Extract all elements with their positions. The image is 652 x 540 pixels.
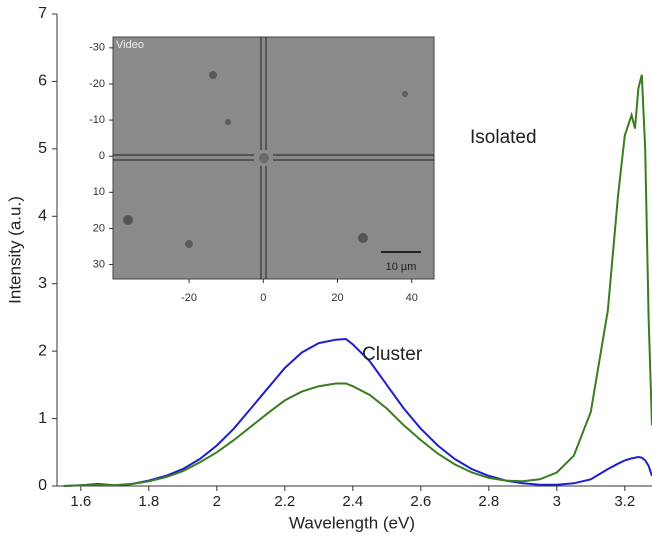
inset-y-tick-label: 20	[93, 222, 105, 234]
speck	[185, 240, 193, 248]
inset-y-tick-label: 0	[99, 150, 105, 162]
speck	[209, 71, 217, 79]
inset-y-tick-label: -30	[89, 42, 105, 54]
x-tick-label: 2.4	[342, 493, 363, 510]
inset-label: Video	[116, 39, 144, 51]
inset-image	[112, 36, 435, 280]
x-tick-label: 3	[553, 493, 561, 510]
inset-y-tick-label: 10	[93, 186, 105, 198]
x-tick-label: 2	[213, 493, 221, 510]
speck	[358, 233, 368, 243]
series-line	[63, 337, 652, 487]
y-tick-label: 2	[38, 342, 47, 359]
y-axis-title: Intensity (a.u.)	[5, 196, 24, 304]
crosshair	[113, 37, 434, 279]
speck	[123, 215, 133, 225]
speck	[402, 91, 408, 97]
x-tick-label: 2.6	[410, 493, 431, 510]
speck	[225, 119, 231, 125]
x-tick-label: 1.6	[70, 493, 91, 510]
inset-x-tick-label: 40	[406, 292, 418, 304]
speck	[259, 153, 269, 163]
inset-y-tick-label: -20	[89, 78, 105, 90]
x-tick-label: 3.2	[614, 493, 635, 510]
series-line	[63, 74, 652, 487]
x-axis-title: Wavelength (eV)	[289, 513, 415, 532]
y-tick-label: 0	[38, 477, 47, 494]
inset-y-tick-label: -10	[89, 114, 105, 126]
inset-y-tick-label: 30	[93, 258, 105, 270]
inset-x-tick-label: -20	[181, 292, 197, 304]
y-tick-label: 7	[38, 5, 47, 22]
x-tick-label: 2.8	[478, 493, 499, 510]
inset-x-tick-label: 0	[260, 292, 266, 304]
y-tick-label: 5	[38, 140, 47, 157]
series-label: Isolated	[470, 127, 537, 148]
y-tick-label: 3	[38, 275, 47, 292]
inset: Video 10 µm -20 0 20 40 -30 -20 -10 0 10 20 30	[89, 36, 435, 304]
series-label: Cluster	[362, 344, 423, 365]
inset-x-tick-label: 20	[331, 292, 343, 304]
x-tick-label: 2.2	[274, 493, 295, 510]
scale-bar-label: 10 µm	[386, 261, 417, 273]
y-tick-label: 6	[38, 73, 47, 90]
y-tick-label: 1	[38, 410, 47, 427]
y-tick-label: 4	[38, 208, 47, 225]
x-tick-label: 1.8	[138, 493, 159, 510]
